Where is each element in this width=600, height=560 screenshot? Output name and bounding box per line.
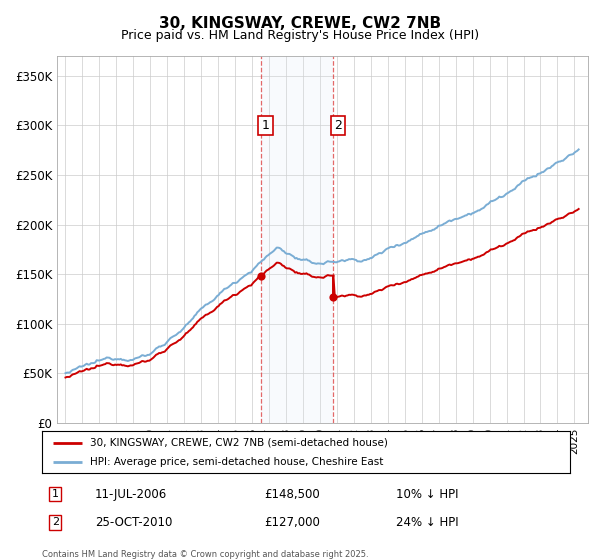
Point <box>329 292 338 301</box>
Text: HPI: Average price, semi-detached house, Cheshire East: HPI: Average price, semi-detached house,… <box>89 457 383 467</box>
Text: 30, KINGSWAY, CREWE, CW2 7NB (semi-detached house): 30, KINGSWAY, CREWE, CW2 7NB (semi-detac… <box>89 437 388 447</box>
Text: 1: 1 <box>262 119 269 132</box>
Text: 24% ↓ HPI: 24% ↓ HPI <box>396 516 458 529</box>
Text: 10% ↓ HPI: 10% ↓ HPI <box>396 488 458 501</box>
Text: 1: 1 <box>52 489 59 500</box>
Text: 2: 2 <box>52 517 59 528</box>
Text: 2: 2 <box>334 119 341 132</box>
Text: Price paid vs. HM Land Registry's House Price Index (HPI): Price paid vs. HM Land Registry's House … <box>121 29 479 42</box>
Text: £148,500: £148,500 <box>264 488 320 501</box>
Bar <box>261 56 334 423</box>
Text: 11-JUL-2006: 11-JUL-2006 <box>95 488 167 501</box>
Point <box>256 271 266 280</box>
Text: £127,000: £127,000 <box>264 516 320 529</box>
Text: 30, KINGSWAY, CREWE, CW2 7NB: 30, KINGSWAY, CREWE, CW2 7NB <box>159 16 441 31</box>
Text: 25-OCT-2010: 25-OCT-2010 <box>95 516 172 529</box>
Text: Contains HM Land Registry data © Crown copyright and database right 2025.
This d: Contains HM Land Registry data © Crown c… <box>42 550 368 560</box>
